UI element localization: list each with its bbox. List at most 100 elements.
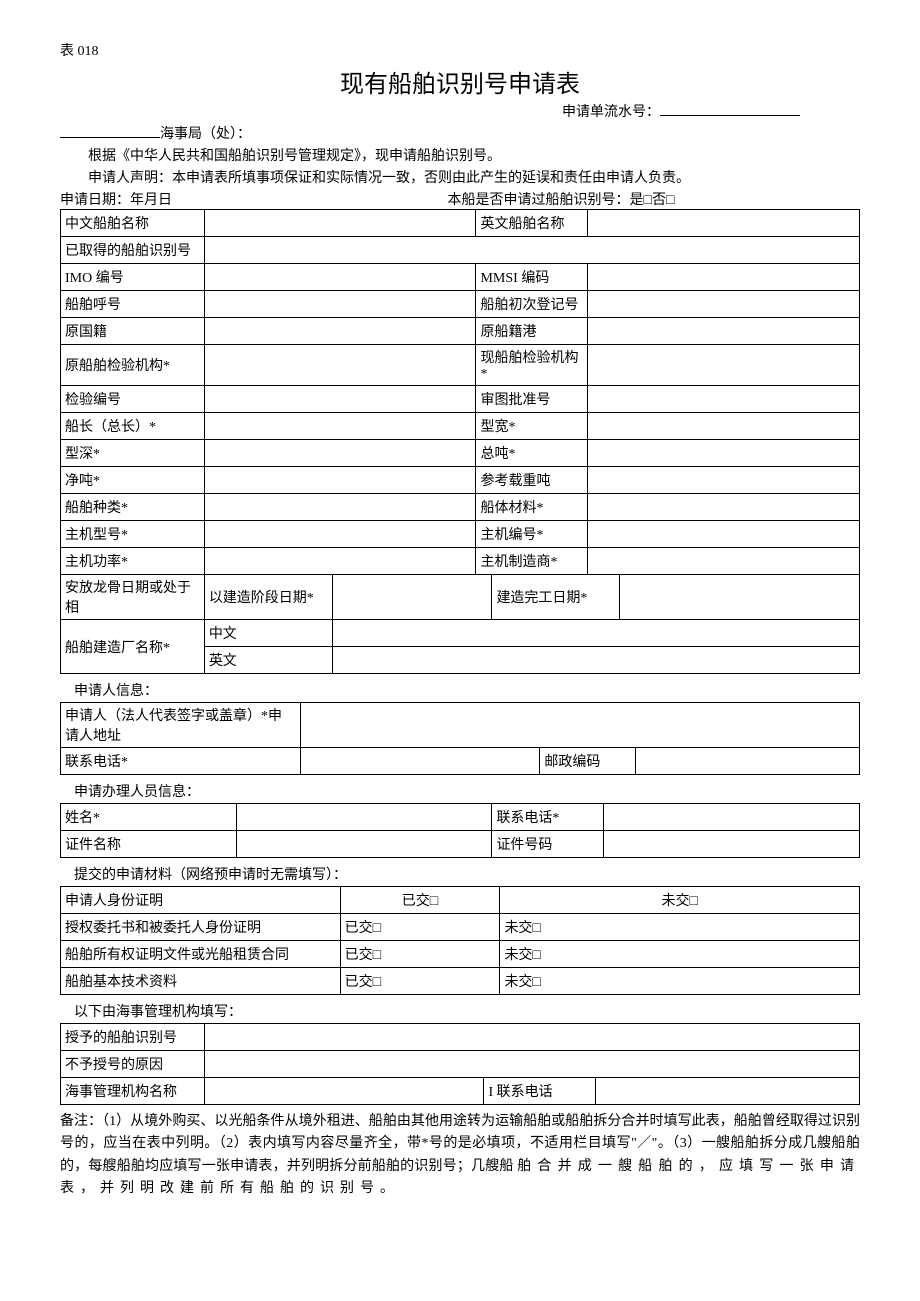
cell-value [588, 494, 860, 521]
cell-value [204, 237, 859, 264]
cell-label: 现船舶检验机构* [476, 345, 588, 386]
cell-value [204, 467, 476, 494]
cell-value [204, 440, 476, 467]
cell-value [204, 386, 476, 413]
cell-value [236, 831, 492, 858]
cell-label: 主机制造商* [476, 548, 588, 575]
cell-value [204, 1078, 484, 1105]
intro-1: 根据《中华人民共和国船舶识别号管理规定》，现申请船舶识别号。 [60, 145, 860, 165]
cell-label: 参考载重吨 [476, 467, 588, 494]
cell-label: 申请人（法人代表签字或盖章）*申请人地址 [61, 703, 301, 748]
cell-value: 已交□ [340, 914, 500, 941]
cell-value: 未交□ [500, 914, 860, 941]
cell-value [588, 413, 860, 440]
cell-value [300, 748, 540, 775]
section-materials: 提交的申请材料（网络预申请时无需填写）： [60, 864, 860, 884]
cell-label: 申请人身份证明 [61, 887, 341, 914]
cell-label: 型宽* [476, 413, 588, 440]
cell-value [332, 620, 859, 647]
cell-value [588, 467, 860, 494]
cell-label: 净吨* [61, 467, 205, 494]
cell-value [204, 264, 476, 291]
cell-label: 原船舶检验机构* [61, 345, 205, 386]
materials-table: 申请人身份证明已交□未交□ 授权委托书和被委托人身份证明已交□未交□ 船舶所有权… [60, 886, 860, 995]
cell-value: 已交□ [340, 887, 500, 914]
form-code: 表 018 [60, 40, 860, 60]
cell-label: 不予授号的原因 [61, 1051, 205, 1078]
applied-before-label: 本船是否申请过船舶识别号：是□否□ [448, 189, 848, 209]
cell-label: 安放龙骨日期或处于相 [61, 575, 205, 620]
cell-value [332, 575, 492, 620]
cell-label: 中文 [204, 620, 332, 647]
cell-value [588, 318, 860, 345]
cell-value [332, 647, 859, 674]
cell-label: 船舶种类* [61, 494, 205, 521]
section-applicant: 申请人信息： [60, 680, 860, 700]
cell-label: 姓名* [61, 804, 237, 831]
cell-label: 已取得的船舶识别号 [61, 237, 205, 264]
cell-label: 建造完工日期* [492, 575, 620, 620]
agent-table: 姓名* 联系电话* 证件名称 证件号码 [60, 803, 860, 858]
cell-value [204, 345, 476, 386]
cell-value: 已交□ [340, 968, 500, 995]
cell-value [588, 521, 860, 548]
cell-label: 审图批准号 [476, 386, 588, 413]
cell-value [204, 521, 476, 548]
cell-label: 邮政编码 [540, 748, 636, 775]
cell-label: 船舶基本技术资料 [61, 968, 341, 995]
cell-value [204, 494, 476, 521]
cell-label: 英文船舶名称 [476, 210, 588, 237]
cell-label: 原船籍港 [476, 318, 588, 345]
cell-label: 中文船舶名称 [61, 210, 205, 237]
cell-value [620, 575, 860, 620]
cell-label: 联系电话* [61, 748, 301, 775]
cell-value [204, 1024, 859, 1051]
ship-info-table: 中文船舶名称英文船舶名称 已取得的船舶识别号 IMO 编号MMSI 编码 船舶呼… [60, 209, 860, 575]
cell-label: 船舶建造厂名称* [61, 620, 205, 674]
serial-blank [660, 115, 800, 116]
cell-value [204, 318, 476, 345]
cell-label: 联系电话* [492, 804, 604, 831]
cell-label: I 联系电话 [484, 1078, 596, 1105]
serial-label: 申请单流水号： [562, 105, 660, 120]
cell-label: 检验编号 [61, 386, 205, 413]
cell-label: 主机功率* [61, 548, 205, 575]
cell-value [204, 210, 476, 237]
addressee-blank [60, 137, 160, 138]
cell-value [588, 440, 860, 467]
cell-value [596, 1078, 860, 1105]
cell-value [204, 291, 476, 318]
cell-value: 未交□ [500, 887, 860, 914]
notes: 备注：（1）从境外购买、以光船条件从境外租进、船舶由其他用途转为运输船舶或船舶拆… [60, 1111, 860, 1201]
cell-value: 已交□ [340, 941, 500, 968]
cell-value [604, 831, 860, 858]
cell-label: 以建造阶段日期* [204, 575, 332, 620]
cell-value [604, 804, 860, 831]
cell-label: 原国籍 [61, 318, 205, 345]
cell-label: 证件号码 [492, 831, 604, 858]
cell-label: 授予的船舶识别号 [61, 1024, 205, 1051]
cell-value [588, 548, 860, 575]
cell-label: 海事管理机构名称 [61, 1078, 205, 1105]
intro-2: 申请人声明：本申请表所填事项保证和实际情况一致，否则由此产生的延误和责任由申请人… [60, 167, 860, 187]
apply-date-label: 申请日期：年月日 [60, 189, 444, 209]
cell-label: 证件名称 [61, 831, 237, 858]
section-agent: 申请办理人员信息： [60, 781, 860, 801]
cell-label: 船体材料* [476, 494, 588, 521]
authority-table: 授予的船舶识别号 不予授号的原因 海事管理机构名称 I 联系电话 [60, 1023, 860, 1105]
cell-label: 主机型号* [61, 521, 205, 548]
page-title: 现有船舶识别号申请表 [60, 64, 860, 99]
cell-label: IMO 编号 [61, 264, 205, 291]
cell-value [588, 291, 860, 318]
cell-label: 英文 [204, 647, 332, 674]
cell-value [588, 345, 860, 386]
cell-value [204, 548, 476, 575]
cell-value [588, 264, 860, 291]
cell-label: 船舶所有权证明文件或光船租赁合同 [61, 941, 341, 968]
cell-label: 总吨* [476, 440, 588, 467]
cell-label: 授权委托书和被委托人身份证明 [61, 914, 341, 941]
applicant-table: 申请人（法人代表签字或盖章）*申请人地址 联系电话* 邮政编码 [60, 702, 860, 775]
cell-value: 未交□ [500, 941, 860, 968]
addressee-suffix: 海事局（处）： [160, 127, 251, 142]
cell-value [588, 210, 860, 237]
